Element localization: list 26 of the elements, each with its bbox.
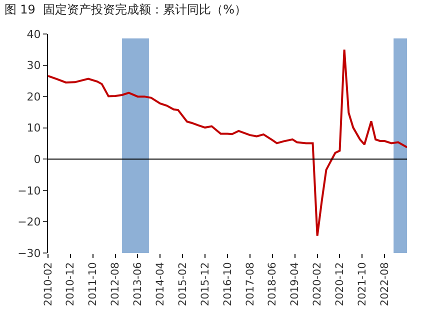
y-tick-label: 20 xyxy=(26,90,41,104)
x-tick-label: 2010-12 xyxy=(64,262,77,306)
x-tick-label: 2022-08 xyxy=(378,262,391,306)
x-tick-label: 2020-12 xyxy=(334,262,346,306)
x-tick-label: 2018-06 xyxy=(266,262,279,306)
x-tick-label: 2015-12 xyxy=(199,262,212,306)
x-tick-label: 2016-10 xyxy=(222,262,234,306)
x-tick-label: 2019-04 xyxy=(289,262,302,306)
x-tick-label: 2010-02 xyxy=(42,262,54,306)
x-tick-label: 2021-10 xyxy=(356,262,369,306)
chart-title: 图 19 固定资产投资完成额：累计同比（%） xyxy=(4,2,246,16)
y-tick-label: 10 xyxy=(26,122,41,135)
x-tick-label: 2012-08 xyxy=(110,262,122,306)
x-tick-label: 2020-02 xyxy=(312,262,324,306)
y-tick-label: 40 xyxy=(26,28,41,41)
y-tick-label: −20 xyxy=(18,216,41,229)
line-series xyxy=(48,48,407,237)
y-tick-label: −30 xyxy=(18,246,41,260)
y-tick-label: 0 xyxy=(34,152,41,166)
y-tick-label: 30 xyxy=(26,59,41,72)
x-tick-label: 2011-10 xyxy=(87,262,100,306)
x-tick-label: 2014-04 xyxy=(154,262,167,306)
x-tick-label: 2015-02 xyxy=(177,262,190,306)
x-tick-label: 2017-08 xyxy=(244,262,256,306)
x-tick-label: 2013-06 xyxy=(132,262,144,306)
y-tick-label: −10 xyxy=(18,184,41,198)
